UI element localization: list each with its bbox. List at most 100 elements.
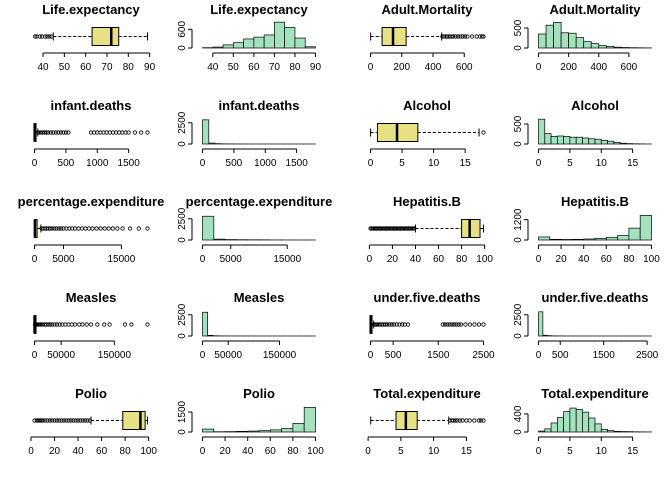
boxplot-under-five-deaths-outlier bbox=[456, 322, 461, 327]
histogram-measles-bar bbox=[202, 311, 209, 337]
histogram-percentage-expenditure-x-tick-label: 15000 bbox=[273, 254, 301, 265]
boxplot-polio-x-tick-label: 100 bbox=[140, 446, 157, 457]
boxplot-alcohol-title: Alcohol bbox=[403, 98, 451, 113]
histogram-alcohol-bar bbox=[538, 118, 546, 145]
boxplot-measles-outlier bbox=[52, 322, 57, 327]
boxplot-polio-outlier bbox=[64, 418, 69, 423]
histogram-life-expectancy-bar bbox=[212, 46, 224, 49]
histogram-alcohol-x-tick-label: 15 bbox=[627, 158, 639, 169]
boxplot-percentage-expenditure-outlier bbox=[120, 226, 125, 231]
boxplot-measles-outlier bbox=[45, 322, 51, 327]
boxplot-infant-deaths-outlier bbox=[56, 130, 61, 135]
boxplot-under-five-deaths-outlier bbox=[467, 322, 473, 327]
histogram-polio-bar bbox=[202, 428, 215, 433]
boxplot-infant-deaths-outlier bbox=[139, 130, 144, 135]
boxplot-alcohol-outlier bbox=[481, 130, 486, 135]
boxplot-adult-mortality-outlier bbox=[460, 34, 465, 39]
histogram-life-expectancy-bar bbox=[284, 27, 296, 49]
histogram-total-expenditure-bar bbox=[575, 409, 583, 433]
boxplot-life-expectancy-outlier bbox=[49, 34, 54, 39]
boxplot-percentage-expenditure-outlier bbox=[86, 226, 92, 231]
histogram-infant-deaths-bar bbox=[208, 142, 216, 145]
boxplot-polio-outlier bbox=[52, 418, 57, 423]
histogram-alcohol-bar bbox=[582, 137, 590, 145]
histogram-total-expenditure-x-tick-label: 5 bbox=[567, 446, 573, 457]
boxplot-percentage-expenditure-outlier bbox=[128, 226, 133, 231]
boxplot-percentage-expenditure-outlier bbox=[64, 226, 69, 231]
histogram-life-expectancy-title: Life.expectancy bbox=[210, 2, 308, 17]
histogram-infant-deaths-title: infant.deaths bbox=[219, 98, 300, 113]
boxplot-measles-title: Measles bbox=[66, 290, 117, 305]
histogram-adult-mortality-y-tick-label: 500 bbox=[513, 19, 524, 36]
histogram-adult-mortality: Adult.Mortality 0 500 0 200 400 600 bbox=[513, 2, 652, 73]
boxplot-life-expectancy-x-tick-label: 90 bbox=[144, 62, 156, 73]
histogram-total-expenditure-y-tick-label: 0 bbox=[513, 429, 524, 435]
histogram-hepatitis-b-y-tick-label: 1200 bbox=[513, 208, 524, 231]
histogram-adult-mortality-bar bbox=[613, 46, 622, 49]
boxplot-total-expenditure-outlier bbox=[476, 418, 481, 423]
boxplot-under-five-deaths-outlier bbox=[472, 322, 477, 327]
histogram-alcohol-y-tick-label: 0 bbox=[513, 141, 524, 147]
histogram-polio-bar bbox=[303, 406, 316, 433]
histogram-percentage-expenditure-bar bbox=[202, 215, 215, 241]
boxplot-adult-mortality: Adult.Mortality 0 200 400 600 bbox=[368, 2, 486, 73]
boxplot-measles-x-tick-label: 150000 bbox=[98, 350, 132, 361]
histogram-adult-mortality-x-tick-label: 600 bbox=[621, 62, 638, 73]
boxplot-life-expectancy-outlier bbox=[45, 34, 50, 39]
boxplot-total-expenditure-x-tick-label: 0 bbox=[365, 446, 371, 457]
boxplot-under-five-deaths-outlier bbox=[447, 322, 452, 327]
boxplot-alcohol-x-tick-label: 10 bbox=[428, 158, 440, 169]
histogram-hepatitis-b-bar bbox=[617, 235, 630, 241]
histogram-percentage-expenditure-title: percentage.expenditure bbox=[186, 194, 333, 209]
boxplot-under-five-deaths-x-tick-label: 2500 bbox=[472, 350, 495, 361]
boxplot-total-expenditure-outlier bbox=[481, 418, 486, 423]
boxplot-under-five-deaths-outlier bbox=[394, 322, 399, 327]
histogram-hepatitis-b-x-tick-label: 100 bbox=[643, 254, 660, 265]
histogram-alcohol-bar bbox=[594, 138, 602, 145]
boxplot-under-five-deaths-outlier bbox=[458, 322, 463, 327]
histogram-infant-deaths: infant.deaths 0 2500 0 500 1000 1500 bbox=[177, 98, 316, 169]
boxplot-total-expenditure-outlier bbox=[478, 418, 483, 423]
boxplot-total-expenditure-x-tick-label: 5 bbox=[398, 446, 404, 457]
histogram-hepatitis-b-bar bbox=[538, 236, 551, 241]
boxplot-adult-mortality-outlier bbox=[462, 34, 468, 39]
boxplot-polio-outlier bbox=[50, 418, 55, 423]
boxplot-under-five-deaths-outlier bbox=[375, 322, 380, 327]
boxplot-percentage-expenditure-outlier bbox=[48, 226, 53, 231]
boxplot-adult-mortality-title: Adult.Mortality bbox=[382, 2, 474, 17]
boxplot-total-expenditure-x-tick-label: 15 bbox=[461, 446, 473, 457]
histogram-percentage-expenditure-x-tick-label: 0 bbox=[200, 254, 206, 265]
boxplot-polio-outlier bbox=[66, 418, 71, 423]
histogram-life-expectancy-x-tick-label: 60 bbox=[248, 62, 260, 73]
boxplot-infant-deaths-outlier bbox=[61, 130, 66, 135]
boxplot-alcohol-x-tick-label: 0 bbox=[368, 158, 374, 169]
boxplot-polio-outlier bbox=[45, 418, 50, 423]
histogram-adult-mortality-x-tick-label: 200 bbox=[560, 62, 577, 73]
boxplot-adult-mortality-outlier bbox=[449, 34, 454, 39]
boxplot-life-expectancy-title: Life.expectancy bbox=[42, 2, 140, 17]
histogram-polio-bar bbox=[292, 422, 305, 433]
boxplot-infant-deaths-outlier bbox=[46, 130, 51, 135]
histogram-hepatitis-b-bar bbox=[628, 227, 641, 241]
boxplot-percentage-expenditure: percentage.expenditure 0 5000 15000 bbox=[18, 194, 165, 265]
histogram-adult-mortality-x-tick-label: 400 bbox=[590, 62, 607, 73]
boxplot-life-expectancy-outlier bbox=[47, 34, 52, 39]
histogram-under-five-deaths-x-tick-label: 0 bbox=[536, 350, 542, 361]
boxplot-life-expectancy-outlier bbox=[37, 34, 42, 39]
boxplot-total-expenditure-x-tick-label: 10 bbox=[428, 446, 440, 457]
boxplot-under-five-deaths-outlier bbox=[442, 322, 448, 327]
histogram-adult-mortality-bar bbox=[538, 33, 547, 49]
boxplot-measles-outlier bbox=[47, 322, 53, 327]
boxplot-measles: Measles 0 50000 150000 bbox=[32, 290, 150, 361]
histogram-polio-bar bbox=[281, 428, 294, 433]
histogram-percentage-expenditure-bar bbox=[213, 238, 226, 241]
boxplot-percentage-expenditure-outlier bbox=[98, 226, 103, 231]
histogram-alcohol-bar bbox=[588, 138, 596, 145]
boxplot-polio: Polio 0 20 40 60 80 100 bbox=[28, 386, 157, 457]
histogram-hepatitis-b-bar bbox=[572, 238, 585, 241]
boxplot-under-five-deaths-outlier bbox=[481, 322, 486, 327]
boxplot-polio-outlier bbox=[75, 418, 81, 423]
histogram-life-expectancy-bar bbox=[232, 42, 244, 49]
histogram-polio: Polio 0 1500 0 20 40 60 80 100 bbox=[177, 386, 324, 457]
